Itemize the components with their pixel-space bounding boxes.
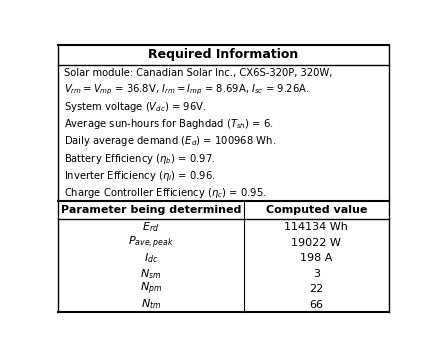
Text: 114134 Wh: 114134 Wh (284, 222, 348, 232)
Text: 19022 W: 19022 W (291, 238, 341, 248)
Text: 3: 3 (313, 269, 320, 279)
Text: $I_{dc}$: $I_{dc}$ (143, 251, 158, 265)
Text: Charge Controller Efficiency ($\eta_c$) = 0.95.: Charge Controller Efficiency ($\eta_c$) … (64, 185, 267, 200)
Text: 66: 66 (310, 299, 324, 310)
Text: $V_{rm} = V_{mp}$ = 36.8V, $I_{rm} = I_{mp}$ = 8.69A, $I_{sc}$ = 9.26A.: $V_{rm} = V_{mp}$ = 36.8V, $I_{rm} = I_{… (64, 83, 310, 97)
Text: $E_{rd}$: $E_{rd}$ (142, 220, 160, 234)
Text: Required Information: Required Information (148, 48, 299, 61)
Text: System voltage ($V_{dc}$) = 96V.: System voltage ($V_{dc}$) = 96V. (64, 100, 207, 114)
Text: 198 A: 198 A (300, 253, 333, 263)
Text: Battery Efficiency ($\eta_b$) = 0.97.: Battery Efficiency ($\eta_b$) = 0.97. (64, 152, 216, 166)
Text: Inverter Efficiency ($\eta_i$) = 0.96.: Inverter Efficiency ($\eta_i$) = 0.96. (64, 169, 216, 183)
Text: Computed value: Computed value (266, 205, 367, 215)
Text: $N_{sm}$: $N_{sm}$ (140, 267, 161, 280)
Text: 22: 22 (309, 284, 324, 294)
Text: $N_{pm}$: $N_{pm}$ (140, 281, 162, 297)
Text: Average sun-hours for Baghdad ($T_{sh}$) = 6.: Average sun-hours for Baghdad ($T_{sh}$)… (64, 117, 274, 131)
Text: $P_{ave,peak}$: $P_{ave,peak}$ (128, 234, 174, 251)
Text: $N_{tm}$: $N_{tm}$ (140, 298, 161, 312)
Text: Daily average demand ($E_d$) = 100968 Wh.: Daily average demand ($E_d$) = 100968 Wh… (64, 135, 276, 148)
Text: Parameter being determined: Parameter being determined (61, 205, 241, 215)
Text: Solar module: Canadian Solar Inc., CX6S-320P, 320W,: Solar module: Canadian Solar Inc., CX6S-… (64, 68, 332, 78)
